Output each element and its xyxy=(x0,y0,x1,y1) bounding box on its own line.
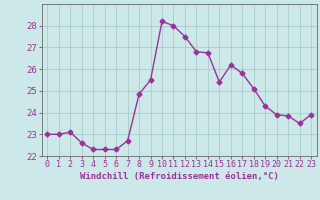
X-axis label: Windchill (Refroidissement éolien,°C): Windchill (Refroidissement éolien,°C) xyxy=(80,172,279,181)
